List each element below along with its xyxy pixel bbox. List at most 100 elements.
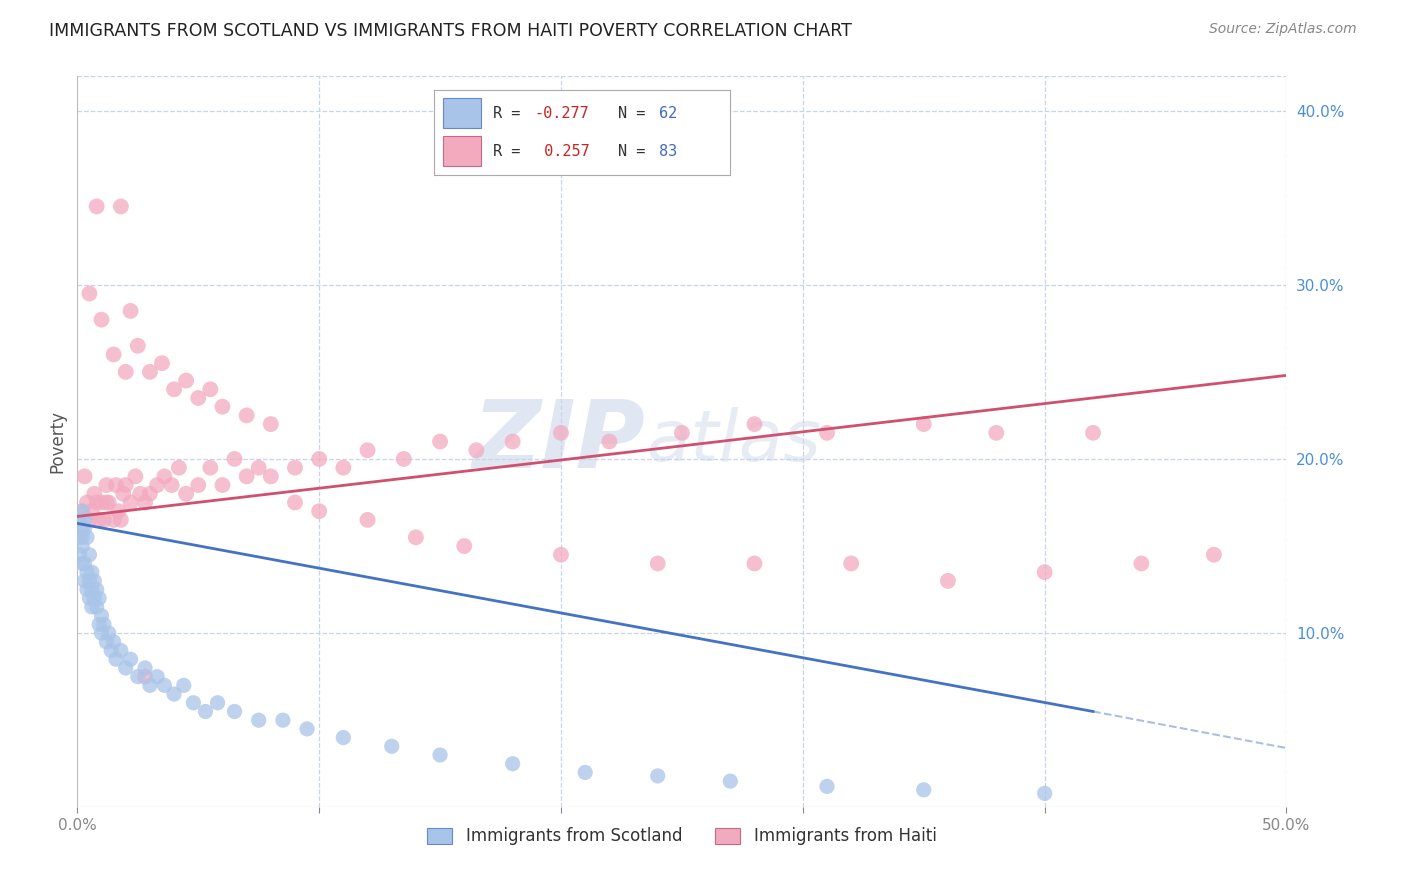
Point [1130,557,1153,571]
Point [139,487,162,501]
Point [100,643,122,657]
Point [167,460,190,475]
Point [598,434,620,449]
Point [103,347,125,361]
Point [224,705,246,719]
Point [129,487,152,501]
Point [96,478,118,492]
Point [70,504,93,518]
Point [429,434,451,449]
Point [70,557,93,571]
Point [90,608,112,623]
Point [112,487,135,501]
Point [1033,565,1056,579]
Point [110,643,132,657]
Point [211,478,233,492]
Point [87,617,110,632]
Point [76,495,98,509]
Point [69,513,91,527]
Point [83,574,105,588]
Y-axis label: Poverty: Poverty [48,410,66,473]
Point [105,652,128,666]
Point [96,635,118,649]
Point [114,661,136,675]
Point [207,696,229,710]
Point [574,765,596,780]
Point [174,487,197,501]
Point [114,478,136,492]
Point [247,460,270,475]
Point [224,452,246,467]
Point [815,425,838,440]
Point [284,495,307,509]
Point [183,696,205,710]
Point [79,591,101,606]
Point [332,731,354,745]
Point [647,769,669,783]
Point [308,504,330,518]
Point [284,460,307,475]
Point [87,591,110,606]
Point [73,557,96,571]
Point [550,548,572,562]
Point [247,713,270,727]
Point [110,199,132,213]
Point [260,417,283,431]
Point [90,312,112,326]
Text: ZIP: ZIP [472,395,645,488]
Point [127,670,149,684]
Legend: Immigrants from Scotland, Immigrants from Haiti: Immigrants from Scotland, Immigrants fro… [419,819,945,854]
Point [79,286,101,301]
Point [86,599,108,614]
Point [103,513,125,527]
Point [76,565,98,579]
Point [97,495,120,509]
Point [70,539,93,553]
Point [79,513,101,527]
Point [86,495,108,509]
Point [235,469,257,483]
Point [502,756,524,771]
Point [70,504,93,518]
Point [120,495,142,509]
Point [70,522,93,536]
Point [1081,425,1104,440]
Point [308,452,330,467]
Point [936,574,959,588]
Point [73,469,96,483]
Point [912,782,935,797]
Point [502,434,524,449]
Point [295,722,318,736]
Point [332,460,354,475]
Point [647,557,669,571]
Point [96,495,118,509]
Point [260,469,283,483]
Point [146,670,169,684]
Point [194,705,217,719]
Point [200,460,222,475]
Point [86,582,108,597]
Point [107,504,129,518]
Point [1033,786,1056,800]
Point [97,626,120,640]
Point [815,780,838,794]
Point [744,417,766,431]
Point [163,382,186,396]
Point [73,522,96,536]
Point [134,670,156,684]
Point [79,574,101,588]
Point [550,425,572,440]
Point [839,557,862,571]
Point [80,565,103,579]
Point [912,417,935,431]
Text: IMMIGRANTS FROM SCOTLAND VS IMMIGRANTS FROM HAITI POVERTY CORRELATION CHART: IMMIGRANTS FROM SCOTLAND VS IMMIGRANTS F… [49,22,852,40]
Point [93,513,115,527]
Point [73,513,96,527]
Point [103,635,125,649]
Point [80,504,103,518]
Text: atlas: atlas [645,407,820,476]
Point [1202,548,1225,562]
Point [453,539,475,553]
Point [718,774,741,789]
Point [86,199,108,213]
